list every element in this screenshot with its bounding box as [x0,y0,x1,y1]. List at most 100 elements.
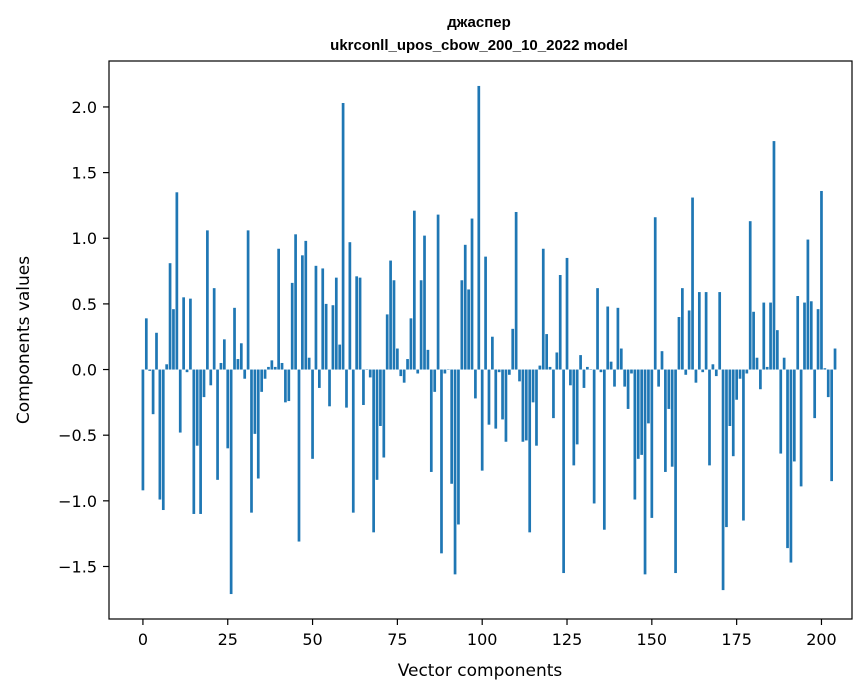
y-tick-label: −1.0 [58,492,97,511]
bar [602,369,606,530]
bar [725,369,728,528]
bar [742,369,745,521]
bar [477,85,481,370]
bar [470,218,474,370]
bar [653,217,657,370]
bar [141,369,145,491]
bar [518,369,521,382]
bar [165,364,169,370]
bar [311,369,314,459]
bar [151,369,155,415]
bar [144,318,148,370]
bar [714,369,718,377]
bar [569,369,572,386]
bar [636,369,640,459]
bar [613,369,616,387]
bar [229,369,233,595]
bar [480,369,484,471]
bar [803,302,806,370]
bar [501,369,504,420]
x-tick-label: 25 [218,630,238,649]
bar [226,369,230,449]
bar [823,368,827,370]
bar [148,369,152,371]
bar [161,369,165,511]
bar [172,309,175,370]
bar [314,265,318,370]
bar [358,277,362,370]
bar [450,369,454,484]
bar [189,298,192,370]
bar [511,328,515,370]
bar [820,190,823,370]
bar [809,301,813,370]
bar [745,369,749,374]
bar [731,369,735,457]
bar [562,369,565,574]
bar [592,369,596,504]
bar [463,244,467,370]
bar [697,292,701,370]
bar [772,141,776,370]
bar [348,242,352,370]
x-axis-label: Vector components [398,661,563,681]
bar [541,248,545,370]
bar [752,311,755,370]
y-tick-label: 0.0 [72,361,97,380]
bar [524,369,528,441]
bar [236,359,240,370]
bar [521,369,525,442]
bar [199,369,202,514]
bar [287,369,291,402]
bar [792,369,796,462]
bar [694,369,698,383]
bar [297,369,301,542]
bar [426,349,430,370]
x-tick-label: 50 [302,630,322,649]
bar [586,366,589,370]
bar [233,307,236,370]
bar [406,359,409,370]
bar [647,369,650,424]
bar [633,369,637,500]
bar [284,369,287,403]
plot-frame [108,60,853,620]
y-tick-label: −1.5 [58,557,97,576]
y-tick-label: 2.0 [72,98,97,117]
bar [545,334,549,370]
bar [833,348,837,370]
bar [806,239,810,370]
bar [246,230,250,370]
bar [765,366,769,370]
bar [175,192,179,370]
y-tick-label: 0.5 [72,295,97,314]
bar [185,369,189,373]
x-tick-label: 75 [387,630,407,649]
bar [457,369,460,525]
bar [667,369,671,409]
bar [372,369,375,533]
bar [830,369,833,482]
bar [670,369,674,467]
bar [416,369,420,374]
bar [158,369,162,500]
bar [660,351,664,370]
bar [375,369,379,480]
bar [599,369,603,373]
bar [738,369,742,379]
bar [239,343,243,370]
bar [402,369,406,383]
bar [507,369,511,375]
bar [216,369,219,480]
x-tick-label: 125 [552,630,583,649]
bar [460,280,464,370]
bar [260,369,264,392]
bar [609,361,613,370]
bar [256,369,260,479]
bar [474,369,477,399]
bar [301,255,304,370]
bar [630,369,633,374]
bar [826,369,830,398]
bar [263,369,267,379]
bar [267,366,270,370]
